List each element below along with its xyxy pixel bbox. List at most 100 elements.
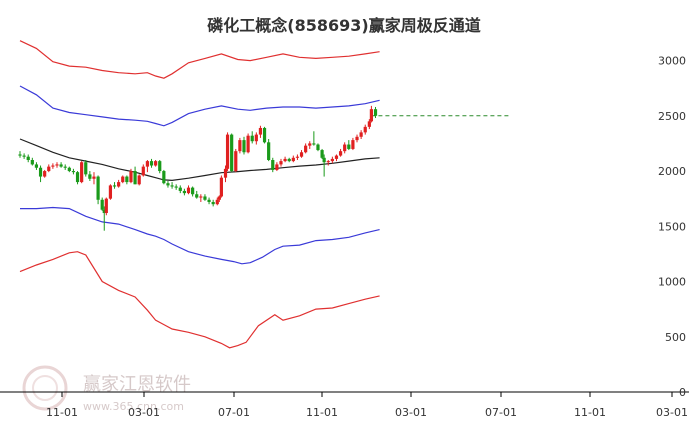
candlestick	[75, 171, 80, 185]
candle-body	[195, 194, 199, 198]
candlestick	[34, 162, 39, 170]
candle-body	[258, 127, 263, 135]
y-tick-label: 2000	[658, 165, 686, 178]
candle-layer	[18, 105, 378, 231]
candlestick	[162, 169, 166, 185]
candlestick	[26, 154, 30, 163]
candle-body	[322, 157, 326, 163]
series-line-outer-lower	[19, 251, 380, 349]
candle-body	[112, 185, 117, 187]
candlestick	[367, 119, 371, 130]
candlestick	[215, 197, 219, 206]
candlestick	[108, 184, 113, 200]
candlestick	[170, 182, 174, 189]
candle-body	[262, 127, 267, 143]
candlestick	[166, 180, 170, 188]
candle-body	[43, 171, 47, 177]
candle-body	[71, 171, 76, 173]
candlestick	[267, 139, 271, 162]
candle-body	[250, 135, 254, 142]
candle-body	[207, 199, 211, 202]
candle-body	[84, 162, 88, 175]
candlestick	[38, 165, 43, 183]
candle-body	[299, 152, 304, 157]
candle-body	[96, 176, 100, 200]
candle-body	[104, 198, 108, 214]
candle-body	[125, 176, 129, 183]
candlestick	[250, 131, 254, 144]
candlestick	[334, 154, 339, 162]
candle-body	[191, 187, 195, 195]
candlestick	[121, 175, 125, 184]
candlestick	[359, 130, 363, 140]
x-tick-label: 03-01	[395, 406, 427, 419]
candle-body	[154, 161, 158, 166]
candlestick	[92, 172, 96, 185]
candlestick	[279, 158, 283, 167]
candle-body	[242, 140, 246, 153]
candlestick	[55, 162, 59, 168]
x-tick-label: 11-01	[574, 406, 606, 419]
watermark-logo-inner-icon	[32, 375, 58, 401]
candle-body	[316, 144, 320, 151]
candle-body	[59, 164, 63, 167]
y-tick-label: 2500	[658, 110, 686, 123]
candlestick	[158, 160, 162, 174]
candlestick	[308, 141, 312, 149]
candle-body	[238, 140, 242, 152]
candle-body	[100, 199, 104, 210]
candlestick	[275, 162, 279, 172]
candlestick	[234, 148, 238, 173]
candle-body	[92, 176, 96, 179]
x-tick-label: 07-01	[485, 406, 517, 419]
candlestick	[18, 151, 22, 158]
candlestick	[295, 154, 300, 160]
candle-body	[88, 174, 92, 179]
candle-body	[215, 199, 219, 205]
y-tick-label: 0	[679, 386, 686, 399]
candlestick	[351, 137, 355, 151]
candlestick	[96, 175, 100, 205]
series-line-inner-lower	[20, 206, 380, 265]
candlestick	[258, 125, 263, 138]
candlestick	[347, 140, 351, 151]
candlestick	[211, 199, 215, 207]
candle-body	[133, 171, 137, 185]
candlestick	[195, 190, 199, 199]
candle-body	[158, 161, 162, 172]
candle-body	[211, 201, 215, 205]
candlestick	[100, 197, 104, 211]
candle-body	[338, 151, 343, 156]
candlestick	[149, 158, 154, 168]
candle-body	[246, 135, 250, 153]
candlestick	[154, 160, 158, 167]
candlestick	[125, 175, 129, 185]
candle-body	[230, 134, 234, 172]
candlestick	[238, 137, 242, 154]
candle-body	[217, 196, 221, 200]
candlestick	[88, 171, 92, 181]
candle-body	[51, 165, 55, 167]
candlestick	[225, 132, 230, 172]
candle-body	[22, 155, 26, 157]
candle-body	[234, 151, 238, 172]
candle-body	[38, 167, 43, 177]
candlestick	[291, 155, 295, 163]
series-line-inner-upper	[19, 85, 380, 127]
candle-body	[199, 196, 203, 198]
candle-body	[343, 144, 347, 152]
candlestick	[191, 186, 195, 197]
candle-body	[304, 145, 308, 153]
candle-body	[34, 164, 39, 168]
candlestick	[112, 182, 117, 189]
candlestick	[133, 166, 137, 185]
candle-body	[182, 190, 186, 194]
candlestick	[199, 194, 203, 202]
candle-body	[363, 126, 367, 133]
candlestick	[304, 143, 308, 154]
candlestick	[104, 197, 108, 216]
candlestick	[230, 133, 234, 173]
chart-title: 磷化工概念(858693)赢家周极反通道	[207, 16, 480, 35]
candle-body	[320, 150, 324, 158]
